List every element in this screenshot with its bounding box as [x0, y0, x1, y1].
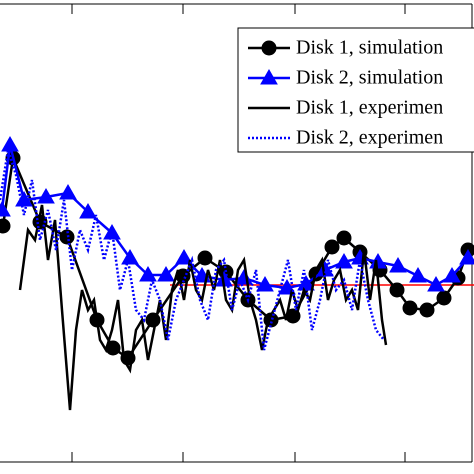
series-line — [18, 204, 388, 411]
marker-circle — [261, 40, 277, 56]
marker-triangle — [175, 248, 193, 265]
marker-triangle — [260, 68, 278, 85]
marker-triangle — [256, 275, 274, 292]
marker-triangle — [59, 183, 77, 200]
marker-triangle — [1, 135, 19, 152]
marker-circle — [419, 302, 435, 318]
legend-label: Disk 1, experimen — [296, 97, 443, 119]
marker-triangle — [121, 248, 139, 265]
marker-circle — [197, 250, 213, 266]
marker-circle — [402, 300, 418, 316]
marker-triangle — [427, 275, 445, 292]
legend: Disk 1, simulation Disk 2, simulation Disk… — [237, 27, 474, 153]
marker-circle — [336, 230, 352, 246]
marker-triangle — [335, 252, 353, 269]
marker-triangle — [459, 248, 474, 265]
marker-circle — [389, 282, 405, 298]
series-line — [0, 149, 385, 351]
marker-circle — [436, 290, 452, 306]
marker-circle — [0, 218, 11, 234]
marker-triangle — [37, 187, 55, 204]
marker-triangle — [389, 256, 407, 273]
marker-circle — [324, 239, 340, 255]
marker-triangle — [79, 202, 97, 219]
legend-label: Disk 1, simulation — [296, 37, 443, 59]
marker-triangle — [157, 265, 175, 282]
marker-triangle — [443, 266, 461, 283]
legend-label: Disk 2, experimen — [296, 127, 443, 149]
legend-label: Disk 2, simulation — [296, 67, 443, 89]
plot-area — [0, 135, 474, 411]
marker-triangle — [0, 200, 11, 217]
marker-triangle — [409, 266, 427, 283]
